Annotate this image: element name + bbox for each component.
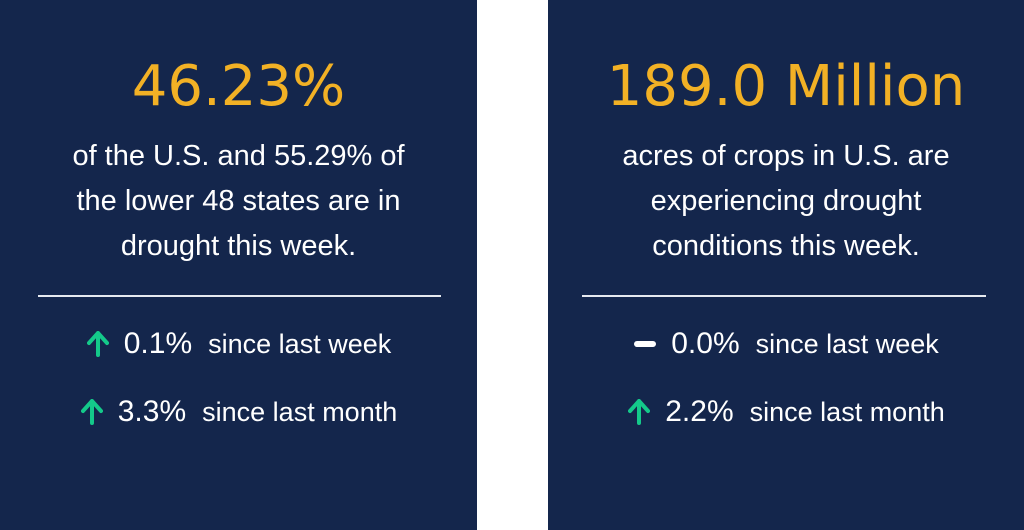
description-line: experiencing drought — [650, 185, 922, 217]
weekly-change-value: 0.0% — [671, 327, 740, 360]
drought-area-percentage: 46.23% — [131, 54, 346, 119]
monthly-change-label: since last month — [749, 396, 945, 427]
weekly-change: 0.0% since last week — [548, 322, 1024, 366]
weekly-change-label: since last week — [755, 328, 939, 359]
dash-icon — [633, 329, 657, 359]
description-line: the lower 48 states are in — [76, 185, 401, 217]
monthly-change-value: 3.3% — [117, 395, 187, 428]
divider — [582, 295, 986, 297]
up-arrow-icon — [80, 397, 104, 427]
crop-acres-description: acres of crops in U.S. are experiencing … — [548, 134, 1024, 269]
up-arrow-icon — [627, 397, 651, 427]
crop-acres-card: 189.0 Million acres of crops in U.S. are… — [548, 0, 1024, 530]
description-line: drought this week. — [120, 230, 357, 262]
monthly-change: 3.3% since last month — [0, 390, 477, 434]
drought-area-description: of the U.S. and 55.29% of the lower 48 s… — [0, 134, 477, 269]
description-line: of the U.S. and 55.29% of — [72, 140, 405, 172]
description-line: conditions this week. — [652, 230, 920, 262]
weekly-change: 0.1% since last week — [0, 322, 477, 366]
weekly-change-label: since last week — [208, 328, 392, 359]
monthly-change-label: since last month — [202, 396, 398, 427]
drought-area-card: 46.23% of the U.S. and 55.29% of the low… — [0, 0, 477, 530]
description-line: acres of crops in U.S. are — [622, 140, 950, 172]
monthly-change-value: 2.2% — [665, 395, 734, 428]
monthly-change: 2.2% since last month — [548, 390, 1024, 434]
crop-acres-total: 189.0 Million — [606, 54, 966, 119]
up-arrow-icon — [86, 329, 110, 359]
weekly-change-value: 0.1% — [123, 327, 193, 360]
divider — [38, 295, 441, 297]
